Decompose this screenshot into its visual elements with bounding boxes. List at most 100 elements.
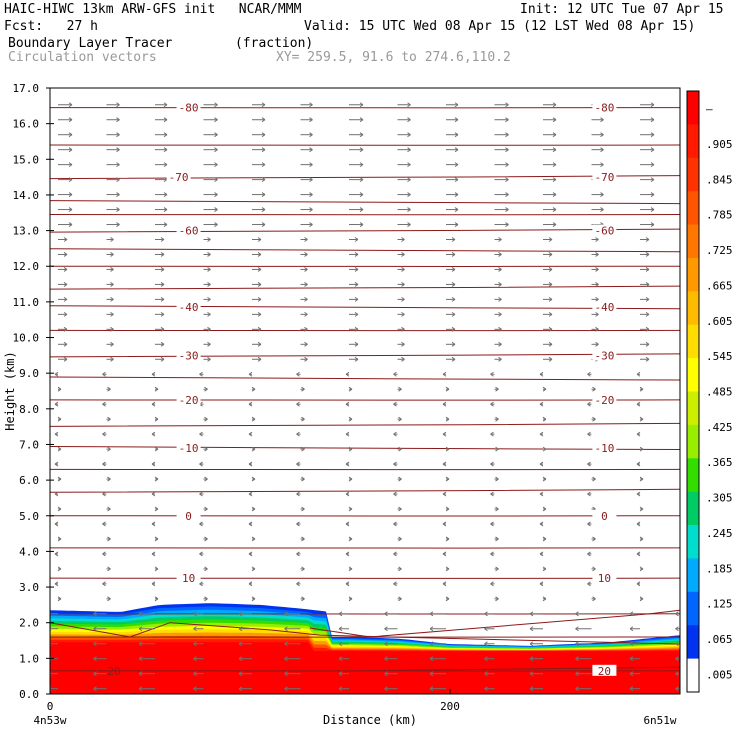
colorbar-swatch (687, 157, 699, 192)
y-tick-label: 6.0 (19, 474, 39, 487)
isotherm-label: -20 (594, 394, 614, 407)
vector-arrow-head (207, 326, 211, 332)
vector-arrow-head (636, 461, 641, 467)
vector-arrow-head (251, 566, 256, 572)
vector-title: Circulation vectors (8, 50, 157, 65)
vector-arrow-head (138, 611, 143, 617)
vector-arrow-head (445, 566, 450, 572)
vector-arrow-head (154, 416, 159, 422)
colorbar-swatch (687, 491, 699, 526)
vector-arrow-head (592, 536, 596, 542)
vector-arrow-head (107, 536, 111, 542)
vector-arrow-head (552, 177, 557, 183)
vector-arrow-head (199, 461, 203, 467)
vector-arrow-head (429, 626, 434, 632)
isotherm-label-bg (176, 101, 201, 113)
vector-arrow-head (163, 162, 168, 168)
vector-arrow-head (542, 416, 547, 422)
vector-arrow-head (163, 102, 168, 108)
isotherm-label: -20 (179, 394, 199, 407)
colorbar-label: .065 (706, 633, 733, 646)
tracer-fill (50, 603, 680, 694)
y-tick-label: 8.0 (19, 403, 39, 416)
vector-arrow-head (442, 551, 447, 557)
vector-arrow-head (261, 102, 266, 108)
vector-arrow-head (384, 671, 388, 677)
vector-arrow-head (529, 626, 534, 632)
vector-arrow-head (261, 177, 266, 183)
isotherm-label: -60 (179, 225, 199, 238)
vector-arrow-head (548, 341, 553, 347)
vector-arrow-head (548, 237, 553, 242)
vector-arrow-head (398, 566, 402, 572)
vector-arrow-head (354, 252, 359, 257)
vector-arrow-head (238, 611, 243, 617)
vector-arrow-head (595, 267, 599, 272)
vector-arrow-head (57, 386, 62, 392)
vector-arrow-head (539, 581, 544, 587)
vector-arrow-head (354, 311, 359, 317)
colorbar-label: .605 (706, 315, 733, 328)
vector-arrow-head (214, 207, 218, 212)
vector-arrow-head (207, 341, 211, 347)
vector-arrow-head (151, 461, 156, 467)
vector-arrow-head (163, 147, 168, 153)
vector-arrow-head (110, 326, 114, 332)
vector-arrow-head (338, 641, 343, 647)
vector-arrow-head (595, 237, 599, 242)
vector-arrow-head (138, 641, 143, 647)
vector-arrow-head (398, 506, 402, 512)
vector-arrow-head (57, 476, 62, 482)
isotherm-label-bg (176, 349, 201, 361)
vector-arrow-head (645, 252, 650, 257)
x-endpoint-left: 4n53w (33, 714, 66, 727)
vector-arrow-head (645, 267, 650, 272)
vector-arrow-head (407, 117, 411, 123)
vector-arrow-head (484, 671, 488, 677)
vector-arrow-head (54, 401, 59, 407)
vector-arrow-head (401, 326, 405, 332)
vector-arrow-head (207, 267, 211, 272)
vector-arrow-head (345, 581, 350, 587)
y-tick-label: 14.0 (13, 189, 40, 202)
vector-arrow-head (429, 641, 434, 647)
vector-arrow-head (338, 671, 343, 677)
circulation-vectors (50, 102, 680, 692)
isotherm-label: 10 (182, 572, 195, 585)
vector-arrow-head (54, 431, 59, 437)
vector-arrow-head (110, 281, 114, 287)
vector-arrow-head (284, 656, 288, 662)
vector-arrow-head (304, 311, 308, 317)
vector-arrow-head (639, 566, 644, 572)
vector-arrow-head (490, 461, 494, 467)
vector-arrow-head (110, 252, 114, 257)
vector-arrow-head (354, 296, 359, 302)
vector-arrow-head (214, 132, 218, 138)
vector-arrow-head (552, 132, 557, 138)
vector-arrow-head (284, 626, 288, 632)
vector-arrow-head (296, 521, 300, 527)
vector-arrow-head (309, 192, 313, 198)
vector-arrow-head (257, 267, 262, 272)
vector-arrow-head (548, 267, 553, 272)
vector-arrow-head (338, 686, 343, 692)
isotherm-line (50, 547, 680, 549)
vector-arrow-head (548, 326, 553, 332)
vector-arrow-head (63, 311, 68, 317)
plot-frame (49, 87, 681, 695)
vector-arrow-head (199, 521, 203, 527)
vector-arrow-head (575, 626, 579, 632)
colorbar-label: .005 (706, 668, 733, 681)
isotherm-line (50, 468, 680, 471)
vector-arrow-head (639, 476, 644, 482)
vector-arrow-head (490, 521, 494, 527)
vector-arrow-head (138, 626, 143, 632)
isotherm-label-bg (176, 393, 201, 405)
isotherm-label-bg (592, 224, 617, 236)
vector-arrow-head (110, 267, 114, 272)
colorbar-label: .725 (706, 244, 733, 257)
vector-arrow-head (451, 326, 456, 332)
vector-arrow-head (600, 192, 604, 198)
vector-arrow-head (199, 371, 203, 377)
isotherm-line (50, 144, 680, 146)
